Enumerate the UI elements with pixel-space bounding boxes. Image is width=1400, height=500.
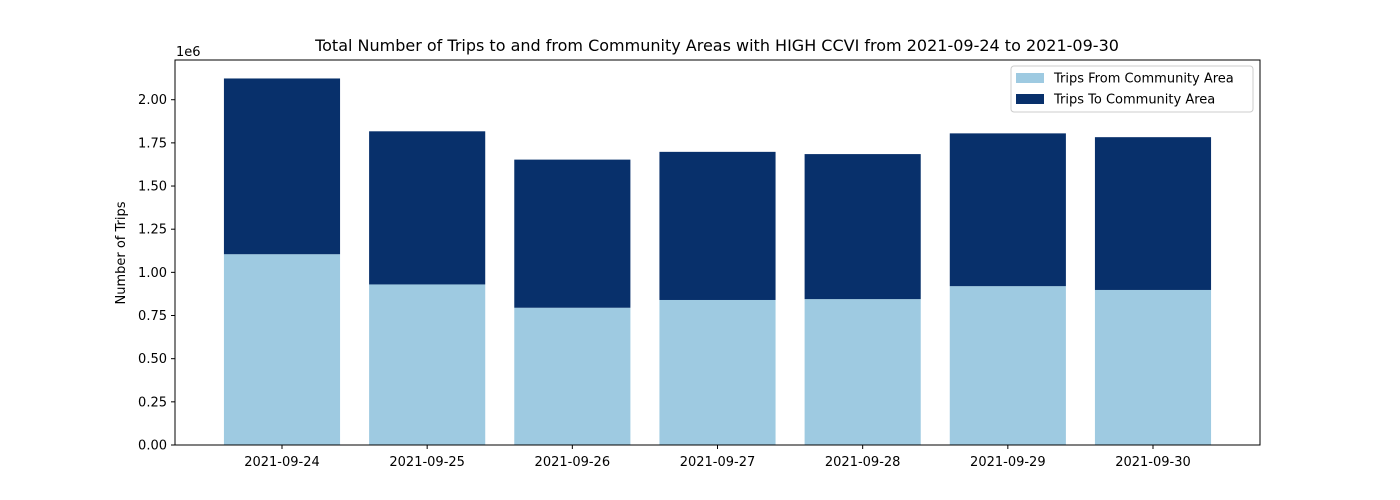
legend-swatch-trips-from [1016,73,1044,83]
x-axis: 2021-09-24 2021-09-25 2021-09-26 2021-09-27… [244,445,1191,470]
bar-trips-to-2021-09-27 [659,151,776,300]
bar-trips-to-2021-09-26 [514,159,631,308]
y-tick-label: 1.00 [138,266,167,281]
bar-trips-to-2021-09-25 [369,131,486,285]
bar-trips-from-2021-09-25 [369,284,486,445]
x-tick-label: 2021-09-26 [535,455,611,470]
x-tick-label: 2021-09-24 [244,455,320,470]
y-tick-label: 0.25 [138,395,167,410]
y-tick-label: 1.50 [138,180,167,195]
chart-title: Total Number of Trips to and from Commun… [314,36,1119,55]
bar-trips-from-2021-09-28 [804,299,921,445]
bar-trips-from-2021-09-26 [514,307,631,445]
bar-trips-to-2021-09-30 [1094,137,1212,290]
y-axis-title: Number of Trips [114,201,129,304]
x-tick-label: 2021-09-29 [970,455,1046,470]
bar-trips-to-2021-09-29 [949,133,1066,287]
bar-trips-from-2021-09-27 [659,299,776,445]
y-tick-label: 2.00 [138,93,167,108]
y-tick-label: 1.25 [138,223,167,238]
y-tick-label: 0.75 [138,309,167,324]
x-tick-label: 2021-09-28 [825,455,901,470]
plot-frame [174,59,1261,446]
y-tick-label: 1.75 [138,136,167,151]
legend: Trips From Community Area Trips To Commun… [1010,65,1254,113]
y-axis: 0.00 0.25 0.50 0.75 1.00 1.25 1.50 1.75 2.00 [138,93,175,454]
x-tick-label: 2021-09-30 [1115,455,1191,470]
bar-trips-to-2021-09-24 [223,78,341,255]
bar-trips-to-2021-09-28 [804,154,921,300]
x-tick-label: 2021-09-25 [389,455,465,470]
bars-layer [223,78,1212,445]
legend-label-trips-from: Trips From Community Area [1053,72,1234,87]
x-tick-label: 2021-09-27 [680,455,756,470]
bar-trips-from-2021-09-30 [1094,289,1212,445]
legend-swatch-trips-to [1016,94,1044,104]
y-tick-label: 0.50 [138,352,167,367]
y-axis-offset-label: 1e6 [176,45,201,60]
legend-box [1010,65,1254,113]
legend-label-trips-to: Trips To Community Area [1053,93,1215,108]
y-tick-label: 0.00 [138,439,167,454]
bar-trips-from-2021-09-24 [223,254,341,445]
bar-trips-from-2021-09-29 [949,286,1066,445]
